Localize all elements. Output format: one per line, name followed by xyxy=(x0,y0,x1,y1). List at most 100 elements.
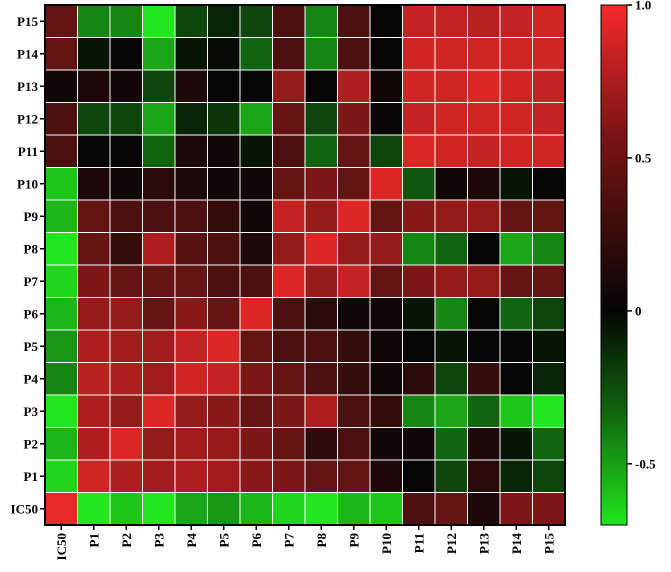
heatmap-cell xyxy=(304,297,338,331)
heatmap-cell xyxy=(44,69,78,103)
heatmap-cell xyxy=(337,69,371,103)
heatmap-cell xyxy=(77,232,111,266)
heatmap-cell xyxy=(499,264,533,298)
column-label: P6 xyxy=(249,533,264,548)
heatmap-cell xyxy=(337,167,371,201)
heatmap-cell xyxy=(272,167,306,201)
heatmap-cell xyxy=(239,37,273,71)
heatmap-cell xyxy=(142,297,176,331)
row-label: P5 xyxy=(24,339,39,354)
heatmap-cell xyxy=(272,69,306,103)
row-label: IC50 xyxy=(11,501,38,516)
heatmap-cell xyxy=(207,199,241,233)
heatmap-cell xyxy=(174,264,208,298)
heatmap-cell xyxy=(174,329,208,363)
heatmap-cell xyxy=(272,264,306,298)
heatmap-cell xyxy=(239,297,273,331)
heatmap-cell xyxy=(467,37,501,71)
heatmap-cell xyxy=(109,427,143,461)
heatmap-cell xyxy=(44,232,78,266)
heatmap-cell xyxy=(174,102,208,136)
heatmap-cell xyxy=(109,4,143,38)
heatmap-cell xyxy=(174,297,208,331)
heatmap-cell xyxy=(174,4,208,38)
heatmap-cell xyxy=(304,167,338,201)
heatmap-cell xyxy=(207,329,241,363)
heatmap-cell xyxy=(532,4,566,38)
heatmap-cell xyxy=(304,199,338,233)
heatmap-cell xyxy=(304,4,338,38)
heatmap-cell xyxy=(499,427,533,461)
heatmap-cell xyxy=(207,492,241,526)
heatmap-cell xyxy=(337,232,371,266)
colorbar-tick-label: 1.0 xyxy=(635,0,651,13)
heatmap-cell xyxy=(467,329,501,363)
heatmap-cell xyxy=(532,264,566,298)
heatmap-cell xyxy=(402,199,436,233)
heatmap-cell xyxy=(272,4,306,38)
heatmap-cell xyxy=(109,37,143,71)
heatmap-cell xyxy=(532,134,566,168)
heatmap-cell xyxy=(239,167,273,201)
heatmap-cell xyxy=(499,232,533,266)
heatmap-cell xyxy=(304,427,338,461)
heatmap-cell xyxy=(207,427,241,461)
heatmap-cell xyxy=(142,232,176,266)
heatmap-cell xyxy=(337,394,371,428)
heatmap-cell xyxy=(337,134,371,168)
heatmap-cell xyxy=(337,4,371,38)
heatmap-cell xyxy=(272,427,306,461)
heatmap-cell xyxy=(174,459,208,493)
heatmap-cell xyxy=(402,167,436,201)
heatmap-cell xyxy=(499,102,533,136)
row-label: P14 xyxy=(17,46,38,61)
column-label: P9 xyxy=(346,533,361,548)
heatmap-cell xyxy=(272,37,306,71)
heatmap-cell xyxy=(109,329,143,363)
heatmap-cell xyxy=(402,134,436,168)
heatmap-cell xyxy=(532,362,566,396)
heatmap-cell xyxy=(44,492,78,526)
heatmap-cell xyxy=(272,199,306,233)
heatmap-cell xyxy=(44,102,78,136)
heatmap-cell xyxy=(369,329,403,363)
heatmap-cell xyxy=(44,264,78,298)
column-label: P7 xyxy=(281,533,296,548)
heatmap-cell xyxy=(142,459,176,493)
heatmap-cells xyxy=(44,4,566,526)
row-label: P2 xyxy=(24,436,38,451)
heatmap-cell xyxy=(77,167,111,201)
heatmap-cell xyxy=(532,167,566,201)
heatmap-cell xyxy=(142,37,176,71)
heatmap-cell xyxy=(239,362,273,396)
heatmap-cell xyxy=(304,37,338,71)
heatmap-cell xyxy=(142,134,176,168)
heatmap-cell xyxy=(369,199,403,233)
heatmap-cell xyxy=(142,4,176,38)
heatmap-cell xyxy=(44,167,78,201)
heatmap-cell xyxy=(402,69,436,103)
heatmap-cell xyxy=(142,394,176,428)
heatmap-cell xyxy=(532,297,566,331)
heatmap-cell xyxy=(532,69,566,103)
heatmap-cell xyxy=(207,394,241,428)
heatmap-cell xyxy=(532,394,566,428)
heatmap-cell xyxy=(369,459,403,493)
row-label: P4 xyxy=(24,371,39,386)
heatmap-cell xyxy=(239,69,273,103)
heatmap-cell xyxy=(369,297,403,331)
column-label: P11 xyxy=(411,533,426,553)
heatmap-cell xyxy=(239,199,273,233)
heatmap-cell xyxy=(207,134,241,168)
heatmap-cell xyxy=(369,362,403,396)
heatmap-cell xyxy=(402,459,436,493)
row-label: P10 xyxy=(17,176,38,191)
heatmap-cell xyxy=(434,134,468,168)
heatmap-cell xyxy=(369,167,403,201)
heatmap-cell xyxy=(434,199,468,233)
heatmap-cell xyxy=(207,37,241,71)
heatmap-cell xyxy=(142,362,176,396)
heatmap-cell xyxy=(337,427,371,461)
heatmap-cell xyxy=(467,102,501,136)
